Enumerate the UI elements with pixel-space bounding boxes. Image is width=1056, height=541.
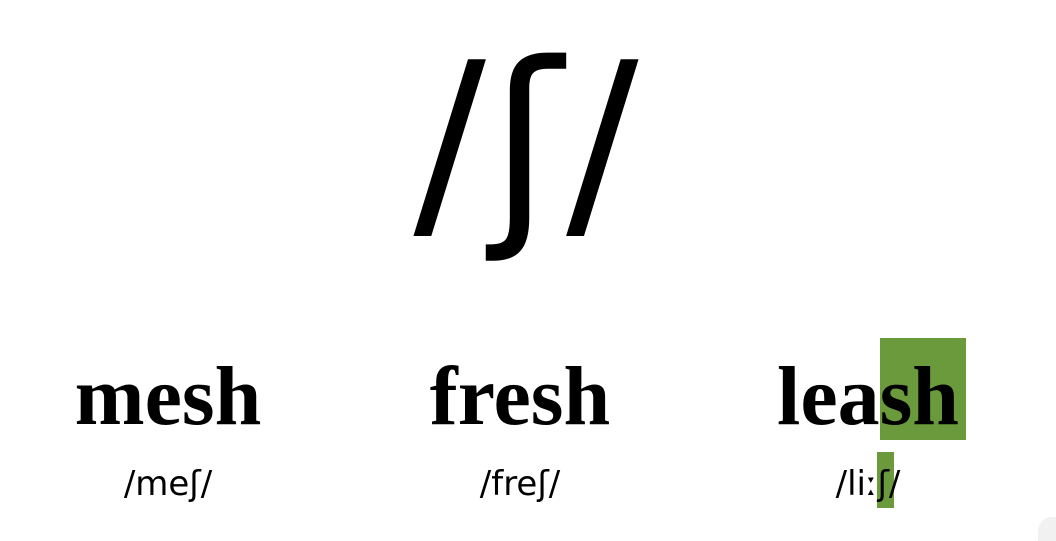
example-ipa-fresh: /freʃ/ <box>479 464 561 504</box>
highlight-spelling-sh <box>880 338 966 440</box>
phoneme-symbol: /ʃ/ <box>413 16 643 267</box>
example-ipa-leash: /liːʃ/ <box>835 464 901 504</box>
example-word-leash: leash <box>776 350 960 443</box>
corner-scroll-mark <box>1038 517 1056 541</box>
example-word-fresh: fresh <box>429 350 611 443</box>
highlight-ipa-sh <box>877 452 894 508</box>
example-word-mesh: mesh <box>74 350 262 443</box>
example-ipa-mesh: /meʃ/ <box>123 464 213 504</box>
